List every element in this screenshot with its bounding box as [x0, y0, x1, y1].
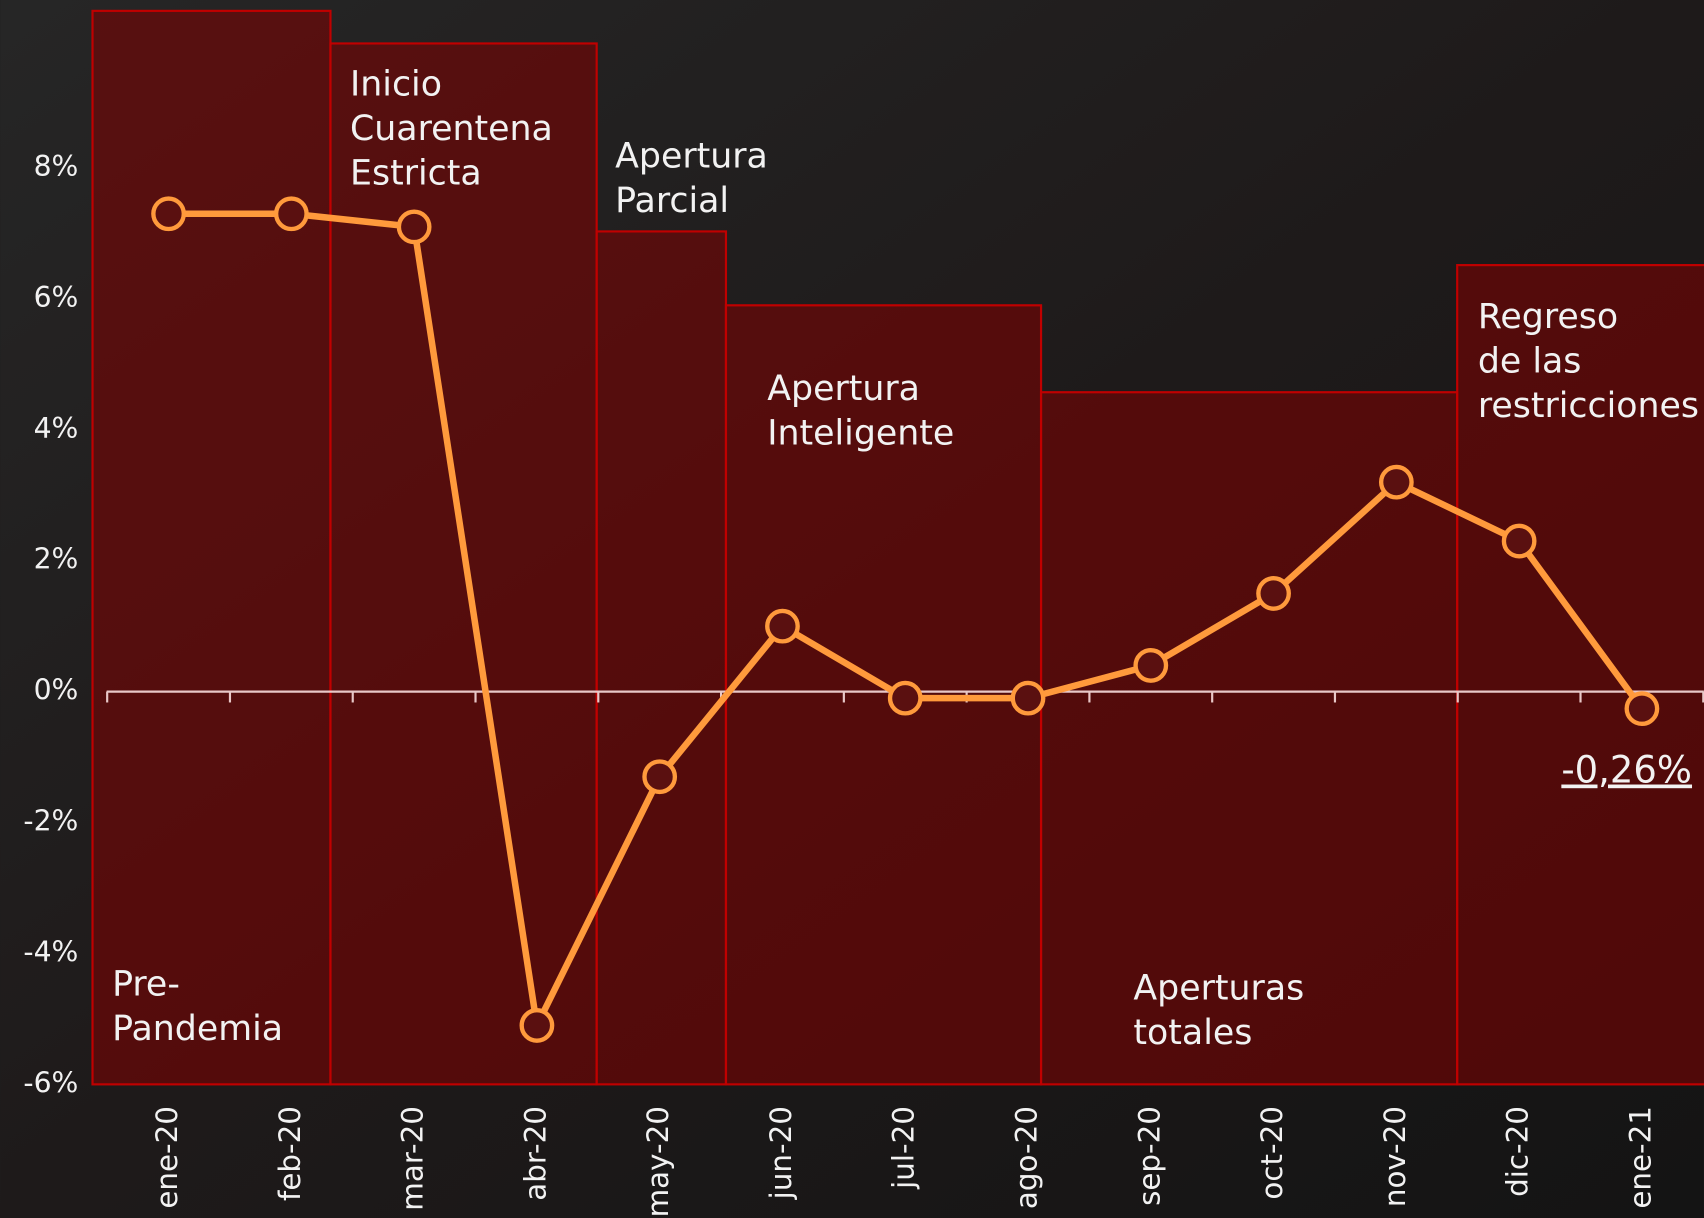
- x-tick-label: nov-20: [1378, 1106, 1412, 1207]
- data-point: [1501, 523, 1537, 559]
- y-tick-label: -6%: [23, 1066, 78, 1099]
- data-point: [1010, 680, 1046, 716]
- data-point: [887, 680, 923, 716]
- phase-label: Regreso: [1478, 297, 1618, 337]
- plot: -0,26%: [151, 196, 1692, 1043]
- x-tick-label: feb-20: [273, 1106, 307, 1201]
- x-tick-label: may-20: [641, 1106, 675, 1217]
- x-tick-label: abr-20: [518, 1106, 552, 1201]
- phase-label: Estricta: [350, 154, 482, 194]
- phase-label: Apertura: [615, 136, 768, 176]
- y-tick-label: -2%: [23, 805, 78, 838]
- phase-box: [91, 9, 332, 1086]
- data-point: [151, 196, 186, 232]
- data-point: [642, 759, 678, 795]
- y-tick-label: 0%: [34, 674, 79, 707]
- phase-label: Pandemia: [112, 1009, 283, 1049]
- phase-box: [1039, 391, 1459, 1086]
- x-tick-label: jun-20: [764, 1106, 798, 1200]
- phase-box: [595, 230, 728, 1086]
- data-point: [1624, 691, 1660, 727]
- phase-label: Aperturas: [1133, 969, 1304, 1009]
- phase-label: Inteligente: [767, 413, 954, 453]
- x-tick-label: ago-20: [1010, 1106, 1044, 1209]
- x-tick-label: sep-20: [1132, 1106, 1166, 1206]
- data-point: [273, 196, 309, 232]
- y-tick-label: -4%: [23, 935, 78, 968]
- phase-label: Cuarentena: [350, 109, 553, 149]
- phase-box: [724, 304, 1043, 1086]
- data-point: [1133, 648, 1169, 683]
- x-tick-label: mar-20: [396, 1106, 430, 1211]
- data-point: [519, 1008, 555, 1043]
- phase-label: de las: [1478, 342, 1582, 382]
- phase-label: Apertura: [767, 369, 920, 409]
- phase-label: Pre-: [112, 964, 180, 1004]
- phase-label: totales: [1133, 1013, 1252, 1053]
- x-tick-label: dic-20: [1501, 1106, 1535, 1197]
- axes: -6% -4% -2% 0% 2% 4% 6% 8% ene-20 feb-20 mar-20 abr…: [23, 150, 1704, 1217]
- phase-box: [1456, 264, 1704, 1086]
- data-point: [765, 608, 800, 644]
- y-tick-label: 4%: [34, 412, 79, 445]
- data-label: -0,26%: [1561, 749, 1692, 792]
- x-tick-label: ene-20: [150, 1106, 184, 1209]
- phase-label: Parcial: [615, 181, 729, 221]
- x-tick-label: oct-20: [1255, 1106, 1289, 1199]
- phase-label: Inicio: [350, 65, 442, 105]
- data-point: [1256, 576, 1291, 611]
- data-point: [396, 209, 432, 245]
- y-tick-label: 8%: [34, 150, 79, 183]
- phase-label: restricciones: [1478, 386, 1699, 426]
- y-tick-label: 2%: [34, 543, 79, 576]
- x-tick-label: jul-20: [887, 1106, 921, 1190]
- x-tick-label: ene-21: [1623, 1106, 1657, 1209]
- data-point: [1378, 464, 1414, 500]
- y-tick-label: 6%: [34, 281, 79, 314]
